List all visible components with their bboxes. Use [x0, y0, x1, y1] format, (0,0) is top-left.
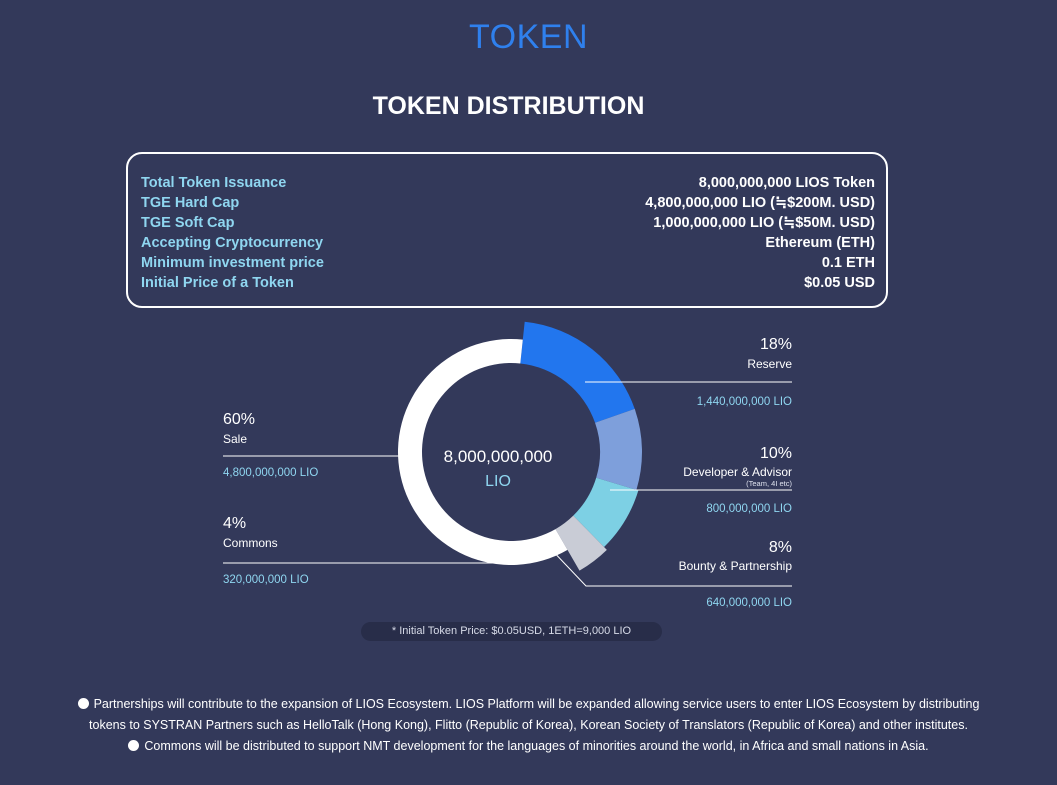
info-value: 1,000,000,000 LIO (≒$50M. USD): [653, 215, 875, 231]
sale-percent-label: 60%: [223, 411, 255, 428]
info-row-total-issuance: Total Token Issuance 8,000,000,000 LIOS …: [141, 173, 875, 193]
footnote-partnerships: Partnerships will contribute to the expa…: [0, 694, 1057, 715]
info-label: Accepting Cryptocurrency: [141, 235, 324, 251]
developer-percent-label: 10%: [760, 445, 792, 462]
commons-percent-label: 4%: [223, 515, 246, 532]
donut-slice-commons: [555, 515, 607, 571]
donut-slice-bounty-partnership: [573, 477, 639, 548]
bullet-icon: [77, 698, 89, 709]
info-value: $0.05 USD: [804, 275, 875, 291]
info-label: Minimum investment price: [141, 255, 324, 271]
footnote-partnerships-continued: tokens to SYSTRAN Partners such as Hello…: [89, 718, 968, 732]
bounty-leader-line: [547, 545, 792, 587]
center-unit-label: LIO: [485, 473, 511, 490]
donut-slice-sale: [398, 339, 568, 565]
info-row-initial-price: Initial Price of a Token $0.05 USD: [141, 273, 875, 293]
distribution-title: TOKEN DISTRIBUTION: [372, 92, 645, 120]
token-distribution-chart: 8,000,000,000 LIO 18% Reserve 1,440,000,…: [0, 320, 1057, 650]
sale-amount-label: 4,800,000,000 LIO: [223, 467, 318, 479]
donut-chart-svg: 8,000,000,000 LIO 18% Reserve 1,440,000,…: [223, 321, 793, 609]
center-total-label: 8,000,000,000: [444, 447, 553, 466]
info-row-minimum-investment: Minimum investment price 0.1 ETH: [141, 253, 875, 273]
info-row-cryptocurrency: Accepting Cryptocurrency Ethereum (ETH): [141, 233, 875, 253]
donut-slice-reserve: [520, 321, 635, 423]
commons-amount-label: 320,000,000 LIO: [223, 574, 309, 586]
info-value: 8,000,000,000 LIOS Token: [698, 175, 875, 191]
section-title: TOKEN: [468, 18, 588, 56]
bounty-name-label: Bounty & Partnership: [679, 559, 793, 573]
info-label: TGE Hard Cap: [141, 195, 240, 211]
footnote-text: Commons will be distributed to support N…: [144, 739, 929, 753]
developer-amount-label: 800,000,000 LIO: [706, 503, 792, 515]
reserve-percent-label: 18%: [760, 336, 792, 353]
info-row-hard-cap: TGE Hard Cap 4,800,000,000 LIO (≒$200M. …: [141, 193, 875, 213]
commons-name-label: Commons: [223, 536, 278, 550]
info-value: Ethereum (ETH): [765, 235, 875, 251]
bullet-icon: [128, 740, 140, 751]
info-value: 0.1 ETH: [821, 255, 875, 271]
token-info-box: Total Token Issuance 8,000,000,000 LIOS …: [126, 152, 888, 308]
initial-price-note: * Initial Token Price: $0.05USD, 1ETH=9,…: [361, 622, 662, 641]
reserve-name-label: Reserve: [747, 357, 792, 371]
developer-note-label: (Team, 4I etc): [746, 479, 792, 488]
footnote-text: Partnerships will contribute to the expa…: [93, 697, 980, 711]
info-label: Initial Price of a Token: [141, 275, 294, 291]
info-label: Total Token Issuance: [141, 175, 287, 191]
footnotes: Partnerships will contribute to the expa…: [0, 694, 1057, 757]
footnote-commons: Commons will be distributed to support N…: [0, 736, 1057, 757]
info-value: 4,800,000,000 LIO (≒$200M. USD): [645, 195, 875, 211]
sale-name-label: Sale: [223, 432, 247, 446]
bounty-percent-label: 8%: [769, 539, 792, 556]
reserve-amount-label: 1,440,000,000 LIO: [697, 396, 792, 408]
info-row-soft-cap: TGE Soft Cap 1,000,000,000 LIO (≒$50M. U…: [141, 213, 875, 233]
donut-slice-developer-advisor: [595, 408, 643, 490]
bounty-amount-label: 640,000,000 LIO: [706, 597, 792, 609]
developer-name-label: Developer & Advisor: [683, 465, 792, 479]
info-label: TGE Soft Cap: [141, 215, 235, 231]
